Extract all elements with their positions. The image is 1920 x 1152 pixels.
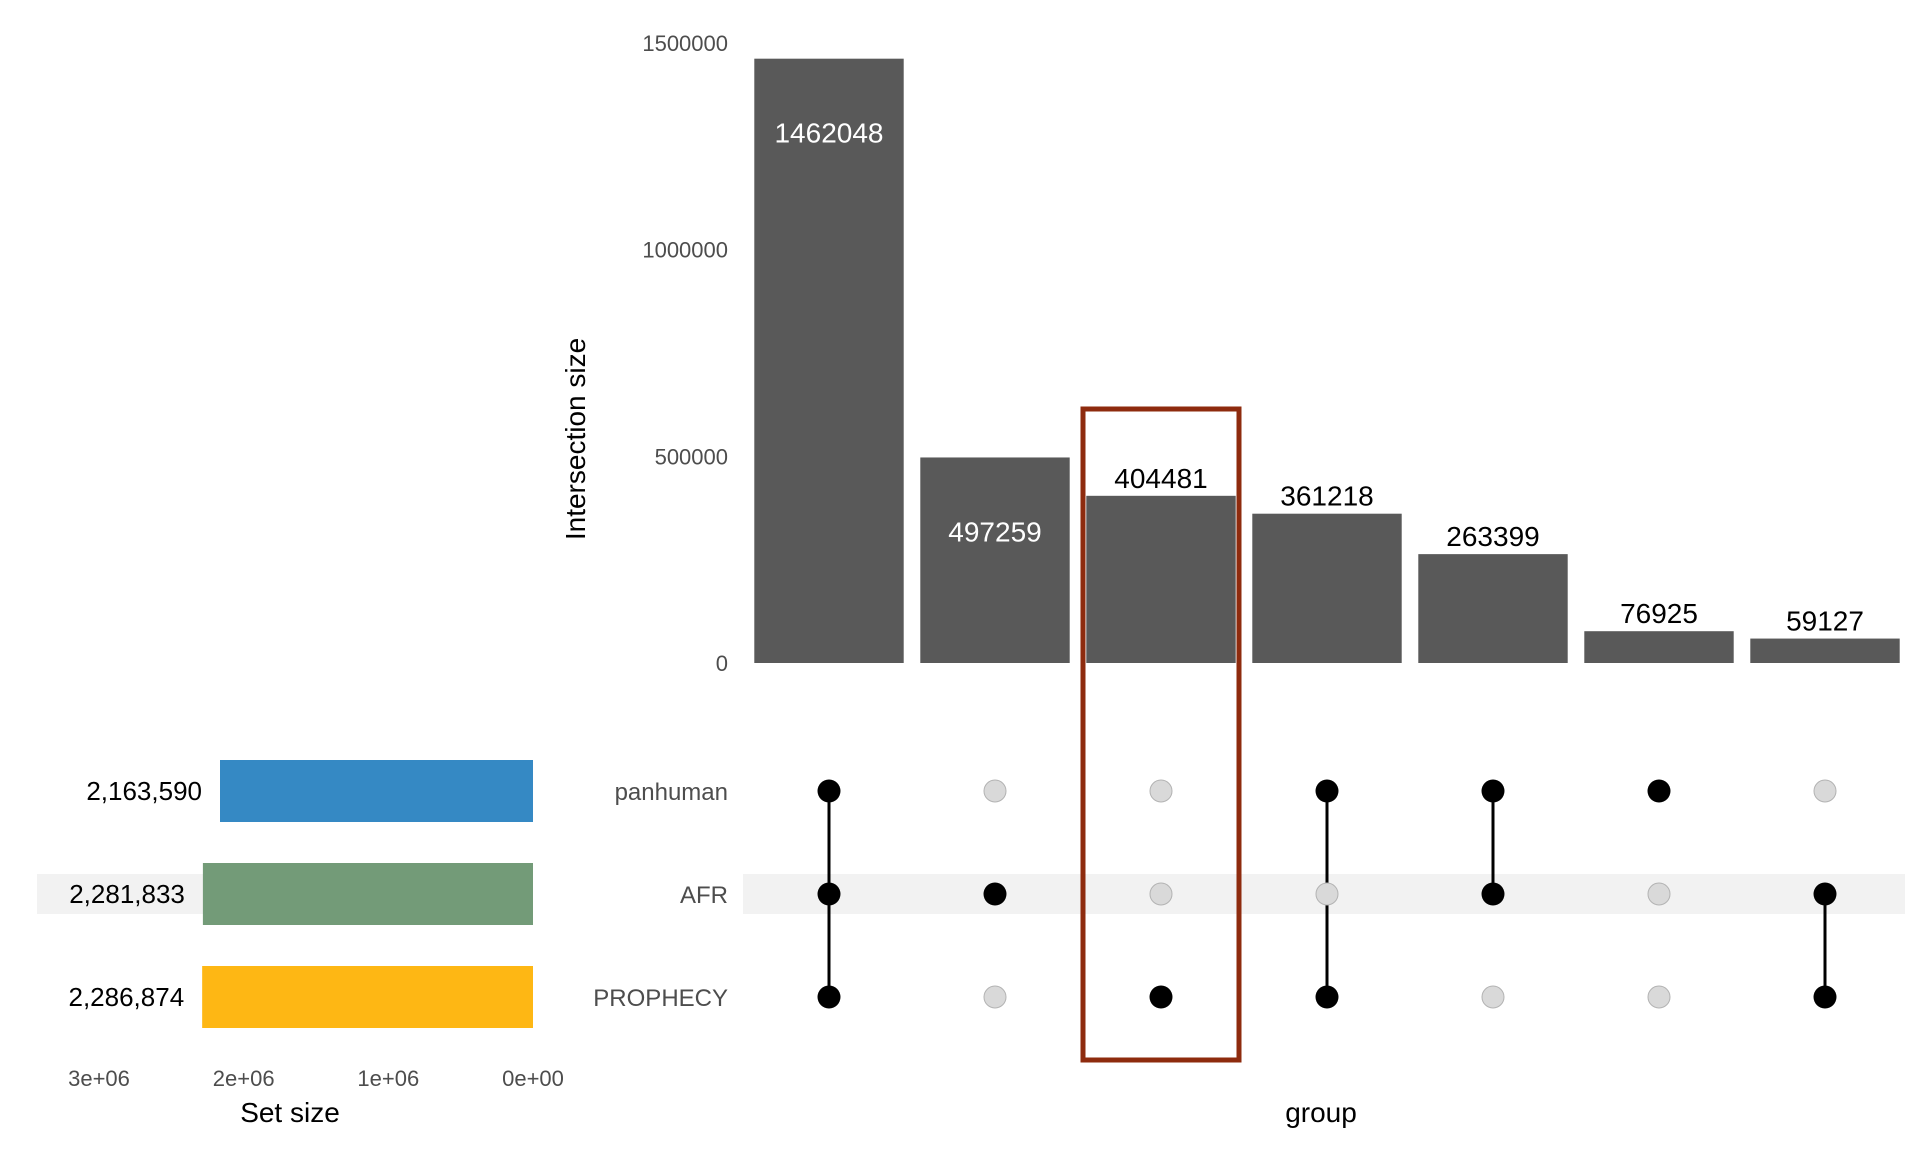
intersection-value-label: 361218 [1280, 481, 1373, 512]
intersection-value-label: 1462048 [774, 118, 883, 149]
intersection-value-label: 404481 [1114, 463, 1207, 494]
intersection-bar [1418, 554, 1568, 663]
matrix-dot-filled [1315, 985, 1339, 1009]
highlight-box-group [1080, 406, 1242, 1063]
matrix-dot-empty [1149, 779, 1173, 803]
highlight-box [1080, 406, 1242, 1063]
set-size-tick-label: 0e+00 [502, 1066, 564, 1091]
matrix-dot-empty [1813, 779, 1837, 803]
x-axis-title: group [1285, 1097, 1357, 1128]
matrix-dot-empty [1647, 882, 1671, 906]
matrix-dot-empty [1149, 882, 1173, 906]
intersection-bar [920, 457, 1070, 663]
matrix-dot-filled [817, 882, 841, 906]
set-size-value-label: 2,163,590 [86, 776, 202, 806]
matrix-dot-empty [1647, 985, 1671, 1009]
y-tick-label: 0 [716, 651, 728, 676]
set-size-bars: 2,163,590 2,281,833 2,286,874 [68, 760, 533, 1028]
y-axis-title: Intersection size [560, 338, 591, 540]
set-size-value-label: 2,281,833 [69, 879, 185, 909]
y-tick-label: 500000 [655, 444, 728, 469]
set-size-bar [202, 863, 533, 925]
matrix-dot-filled [1813, 985, 1837, 1009]
matrix-dot-filled [1481, 882, 1505, 906]
set-size-axis: 3e+06 2e+06 1e+06 0e+00 [68, 1066, 564, 1091]
set-name-label: AFR [680, 882, 728, 909]
set-size-tick-label: 3e+06 [68, 1066, 130, 1091]
intersection-bar [1252, 513, 1402, 663]
matrix-dot-filled [817, 985, 841, 1009]
intersection-bar [1584, 631, 1734, 663]
intersection-value-label: 59127 [1786, 606, 1864, 637]
y-tick-label: 1500000 [642, 31, 728, 56]
y-tick-label: 1000000 [642, 238, 728, 263]
set-size-bar [220, 760, 533, 822]
intersection-matrix [817, 779, 1837, 1009]
matrix-dot-filled [1315, 779, 1339, 803]
set-names: panhuman AFR PROPHECY [593, 779, 728, 1012]
intersection-bar [754, 58, 904, 663]
matrix-dot-empty [983, 779, 1007, 803]
y-axis: 0 500000 1000000 1500000 [642, 31, 728, 676]
set-size-bar [202, 966, 533, 1028]
matrix-dot-empty [1315, 882, 1339, 906]
matrix-dot-filled [1813, 882, 1837, 906]
matrix-dot-filled [983, 882, 1007, 906]
set-size-value-label: 2,286,874 [68, 982, 184, 1012]
intersection-value-label: 263399 [1446, 521, 1539, 552]
intersection-bar [1086, 495, 1236, 663]
matrix-dot-empty [1481, 985, 1505, 1009]
matrix-dot-filled [1647, 779, 1671, 803]
set-size-axis-title: Set size [240, 1097, 340, 1128]
set-name-label: PROPHECY [593, 985, 728, 1012]
matrix-dot-filled [1149, 985, 1173, 1009]
intersection-bar-labels: 1462048 497259 404481 361218 263399 76925 5912… [774, 118, 1863, 637]
intersection-value-label: 497259 [948, 516, 1041, 547]
intersection-value-label: 76925 [1620, 598, 1698, 629]
intersection-bar [1750, 638, 1900, 663]
matrix-dot-filled [817, 779, 841, 803]
set-name-label: panhuman [615, 779, 728, 806]
matrix-dot-filled [1481, 779, 1505, 803]
matrix-dot-empty [983, 985, 1007, 1009]
set-size-tick-label: 1e+06 [357, 1066, 419, 1091]
set-size-tick-label: 2e+06 [213, 1066, 275, 1091]
intersection-bars [754, 58, 1900, 663]
